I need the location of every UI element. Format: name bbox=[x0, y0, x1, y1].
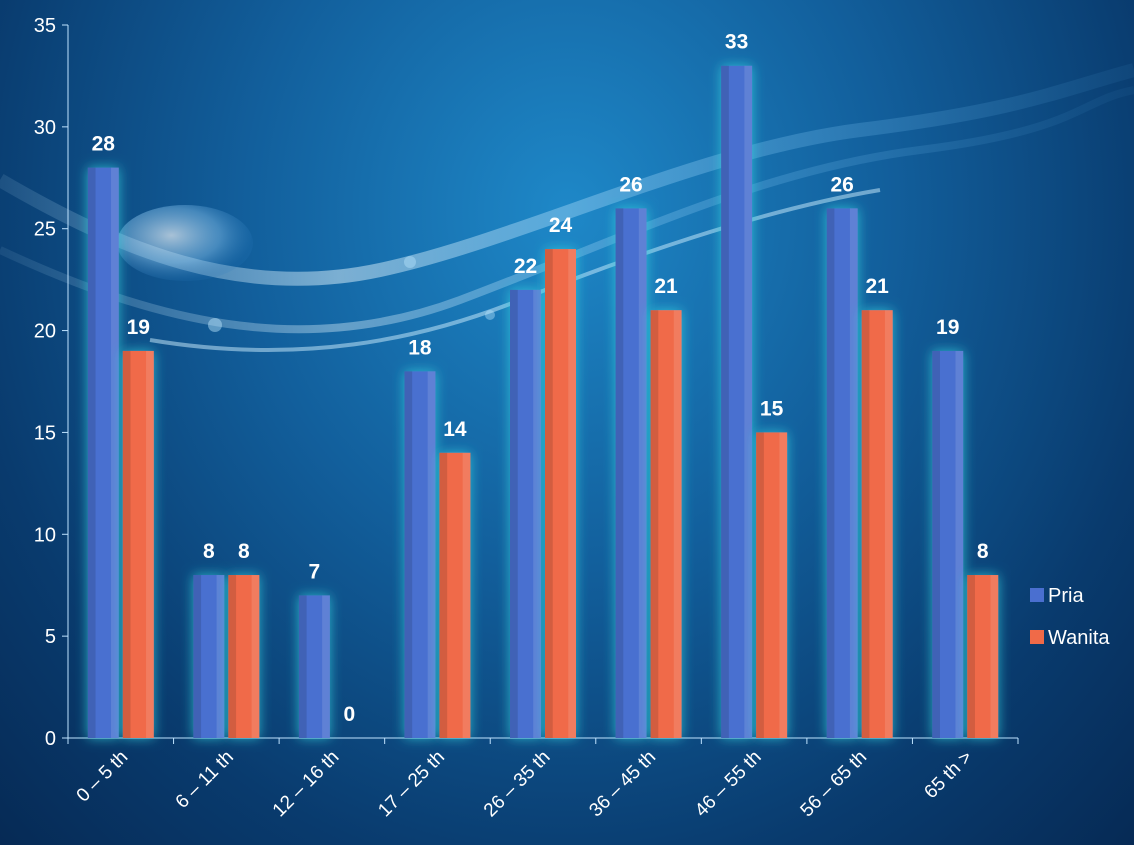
bar-shade bbox=[967, 575, 975, 738]
bar-highlight bbox=[849, 208, 858, 739]
y-tick-label: 5 bbox=[45, 626, 56, 648]
data-label: 15 bbox=[760, 397, 784, 420]
bar-highlight bbox=[638, 208, 647, 739]
bar-pria bbox=[826, 208, 858, 739]
bar-wanita bbox=[756, 432, 788, 738]
data-label: 8 bbox=[203, 540, 215, 563]
legend-swatch-wanita bbox=[1030, 630, 1044, 644]
bar-wanita bbox=[122, 350, 154, 738]
data-label: 18 bbox=[408, 336, 432, 359]
bar-highlight bbox=[462, 452, 471, 738]
data-label: 21 bbox=[865, 275, 889, 298]
bar-highlight bbox=[322, 595, 330, 738]
background-water-wave bbox=[0, 63, 1134, 352]
axes bbox=[67, 25, 1018, 739]
bar-wanita bbox=[545, 249, 576, 739]
x-tick-label: 26 – 35 th bbox=[480, 747, 555, 822]
bar-shade bbox=[826, 208, 835, 739]
data-label: 8 bbox=[238, 540, 250, 563]
y-tick-label: 10 bbox=[34, 524, 56, 546]
data-label: 33 bbox=[725, 31, 748, 54]
bar-highlight bbox=[427, 371, 436, 738]
data-label: 21 bbox=[654, 275, 678, 298]
x-tick-label: 6 – 11 th bbox=[172, 747, 238, 813]
x-tick-label: 46 – 55 th bbox=[691, 747, 766, 822]
bar-shade bbox=[861, 310, 870, 738]
y-tick-label: 15 bbox=[34, 422, 56, 444]
bar-wanita bbox=[650, 310, 682, 738]
legend-label-pria: Pria bbox=[1048, 585, 1084, 607]
y-tick-label: 0 bbox=[45, 728, 56, 750]
bar-shade bbox=[228, 575, 237, 738]
bar-highlight bbox=[251, 575, 260, 738]
bar-highlight bbox=[673, 310, 682, 738]
bar-highlight bbox=[990, 575, 999, 738]
legend: Pria Wanita bbox=[1030, 585, 1110, 649]
data-label: 19 bbox=[127, 316, 150, 339]
bar-shade bbox=[193, 575, 202, 738]
x-tick-label: 65 th > bbox=[920, 747, 976, 803]
y-tick-label: 25 bbox=[34, 219, 56, 241]
bar-shade bbox=[87, 167, 96, 739]
y-axis-ticks: 0 5 10 15 20 25 30 35 bbox=[34, 15, 68, 750]
bar-highlight bbox=[216, 575, 225, 738]
bar-highlight bbox=[779, 432, 788, 738]
data-label: 28 bbox=[92, 133, 116, 156]
bar-pria bbox=[87, 167, 119, 739]
bar-pria bbox=[932, 350, 964, 738]
bar-highlight bbox=[955, 350, 964, 738]
x-tick-label: 56 – 65 th bbox=[797, 747, 872, 822]
data-labels: 28 8 7 18 22 26 33 26 19 19 8 0 14 24 21 15 21 8 bbox=[92, 31, 989, 726]
legend-label-wanita: Wanita bbox=[1048, 627, 1110, 649]
x-tick-label: 0 – 5 th bbox=[73, 747, 133, 807]
bars bbox=[87, 65, 999, 739]
bar-pria bbox=[193, 575, 225, 738]
x-tick-label: 36 – 45 th bbox=[585, 747, 660, 822]
bar-wanita bbox=[861, 310, 893, 738]
data-label: 24 bbox=[549, 214, 573, 237]
bar-pria bbox=[510, 289, 541, 738]
data-label: 7 bbox=[309, 560, 321, 583]
data-label: 0 bbox=[344, 703, 356, 726]
y-tick-label: 30 bbox=[34, 117, 56, 139]
bar-highlight bbox=[744, 65, 753, 738]
bar-highlight bbox=[111, 167, 119, 739]
bar-highlight bbox=[146, 350, 154, 738]
bar-shade bbox=[439, 452, 448, 738]
bar-pria bbox=[615, 208, 647, 739]
bar-highlight bbox=[533, 289, 541, 738]
data-label: 8 bbox=[977, 540, 989, 563]
bar-shade bbox=[615, 208, 624, 739]
data-label: 19 bbox=[936, 316, 959, 339]
bar-shade bbox=[122, 350, 131, 738]
bar-highlight bbox=[884, 310, 893, 738]
bar-shade bbox=[932, 350, 940, 738]
bar-shade bbox=[298, 595, 307, 738]
x-axis-ticks: 0 – 5 th 6 – 11 th 12 – 16 th 17 – 25 th 26 … bbox=[67, 738, 1019, 822]
bar-shade bbox=[756, 432, 764, 738]
data-label: 22 bbox=[514, 255, 537, 278]
bar-shade bbox=[650, 310, 659, 738]
bar-shade bbox=[721, 65, 729, 738]
bar-wanita bbox=[967, 575, 999, 738]
x-tick-label: 12 – 16 th bbox=[269, 747, 344, 822]
bar-shade bbox=[545, 249, 553, 739]
bar-pria bbox=[298, 595, 330, 738]
data-label: 14 bbox=[443, 418, 467, 441]
y-tick-label: 35 bbox=[34, 15, 56, 37]
bar-wanita bbox=[439, 452, 471, 738]
x-tick-label: 17 – 25 th bbox=[374, 747, 449, 822]
data-label: 26 bbox=[830, 173, 853, 196]
bar-pria bbox=[404, 371, 436, 738]
y-tick-label: 20 bbox=[34, 321, 56, 343]
bar-shade bbox=[510, 289, 518, 738]
data-label: 26 bbox=[619, 173, 642, 196]
bar-pria bbox=[721, 65, 753, 738]
bar-highlight bbox=[568, 249, 576, 739]
bar-shade bbox=[404, 371, 413, 738]
legend-swatch-pria bbox=[1030, 588, 1044, 602]
bar-wanita bbox=[228, 575, 260, 738]
